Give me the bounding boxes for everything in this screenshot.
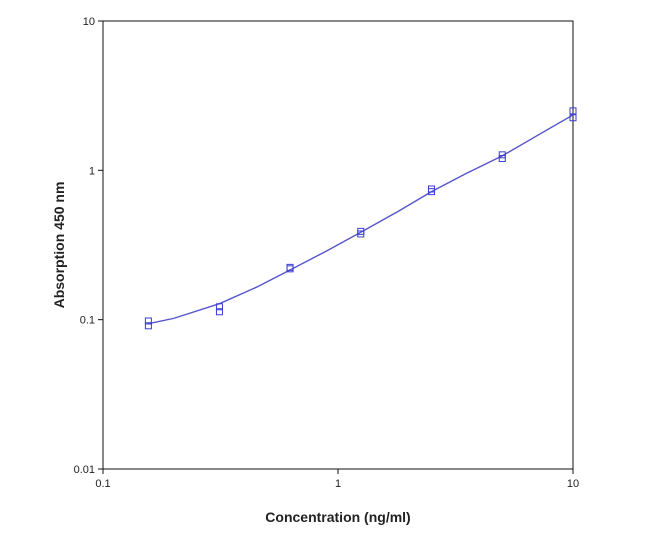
fit-curve-line (148, 114, 574, 325)
series-layer (144, 107, 577, 330)
data-point-marker (215, 308, 223, 316)
data-point-marker (357, 230, 365, 238)
x-tick-label: 10 (567, 478, 579, 490)
y-tick-label: 1 (89, 165, 95, 177)
data-point-marker (498, 155, 506, 163)
data-point-marker (144, 322, 152, 330)
data-point-marker (569, 114, 577, 122)
y-tick-label: 10 (83, 16, 95, 28)
data-point-marker (144, 317, 152, 325)
x-axis-title: Concentration (ng/ml) (265, 509, 410, 525)
data-point-marker (569, 107, 577, 115)
y-axis-title: Absorption 450 nm (51, 182, 67, 309)
y-axis-ticks: 0.01 0.1 1 10 (74, 16, 103, 476)
y-tick-label: 0.01 (74, 464, 95, 476)
x-tick-label: 1 (335, 478, 341, 490)
x-axis-ticks: 0.1 1 10 (95, 469, 579, 490)
data-point-marker (498, 151, 506, 159)
x-tick-label: 0.1 (95, 478, 110, 490)
data-point-marker (428, 188, 436, 196)
y-tick-label: 0.1 (80, 315, 95, 327)
data-point-marker (286, 265, 294, 273)
data-point-marker (215, 303, 223, 311)
